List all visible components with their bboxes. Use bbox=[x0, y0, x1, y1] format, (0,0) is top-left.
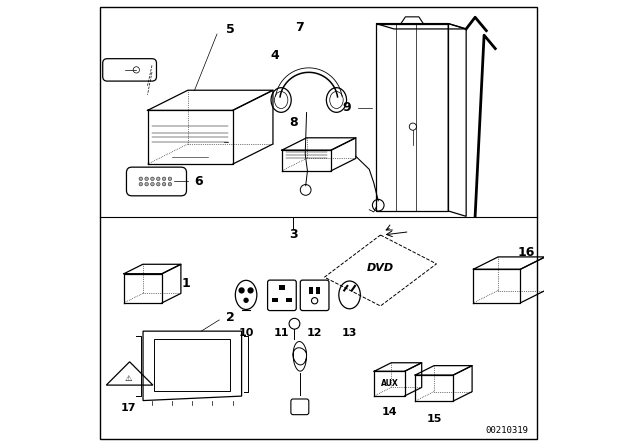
Text: 12: 12 bbox=[307, 327, 323, 338]
Circle shape bbox=[168, 182, 172, 186]
Circle shape bbox=[239, 287, 244, 293]
Bar bbox=[286, 297, 292, 302]
Bar bbox=[376, 24, 448, 211]
Circle shape bbox=[243, 297, 249, 303]
Text: 11: 11 bbox=[274, 327, 290, 338]
Text: 00210319: 00210319 bbox=[485, 426, 529, 435]
Circle shape bbox=[145, 177, 148, 181]
Text: 1: 1 bbox=[181, 277, 190, 290]
Circle shape bbox=[163, 182, 166, 186]
Bar bbox=[316, 287, 320, 294]
Circle shape bbox=[139, 182, 143, 186]
Circle shape bbox=[150, 177, 154, 181]
Text: 10: 10 bbox=[238, 327, 254, 338]
Circle shape bbox=[145, 182, 148, 186]
Text: ⚠: ⚠ bbox=[125, 374, 132, 383]
Text: 15: 15 bbox=[426, 414, 442, 424]
Text: 7: 7 bbox=[296, 21, 304, 34]
Text: 8: 8 bbox=[289, 116, 298, 129]
Text: 5: 5 bbox=[226, 23, 235, 36]
Bar bbox=[309, 287, 313, 294]
Text: 17: 17 bbox=[120, 403, 136, 413]
Circle shape bbox=[163, 177, 166, 181]
Text: DVD: DVD bbox=[367, 263, 394, 273]
Text: 13: 13 bbox=[342, 327, 357, 338]
Text: 16: 16 bbox=[517, 246, 535, 259]
Text: 3: 3 bbox=[289, 228, 298, 241]
Circle shape bbox=[157, 182, 160, 186]
Text: 2: 2 bbox=[226, 311, 235, 324]
Text: 6: 6 bbox=[195, 175, 204, 188]
Text: 4: 4 bbox=[271, 49, 280, 62]
Text: 14: 14 bbox=[381, 407, 397, 418]
Circle shape bbox=[157, 177, 160, 181]
Bar bbox=[154, 339, 230, 391]
Text: 9: 9 bbox=[342, 101, 351, 114]
Text: AUX: AUX bbox=[381, 379, 398, 388]
Circle shape bbox=[248, 287, 253, 293]
Bar bbox=[272, 297, 278, 302]
Circle shape bbox=[168, 177, 172, 181]
Bar bbox=[279, 285, 285, 289]
Circle shape bbox=[139, 177, 143, 181]
Circle shape bbox=[150, 182, 154, 186]
